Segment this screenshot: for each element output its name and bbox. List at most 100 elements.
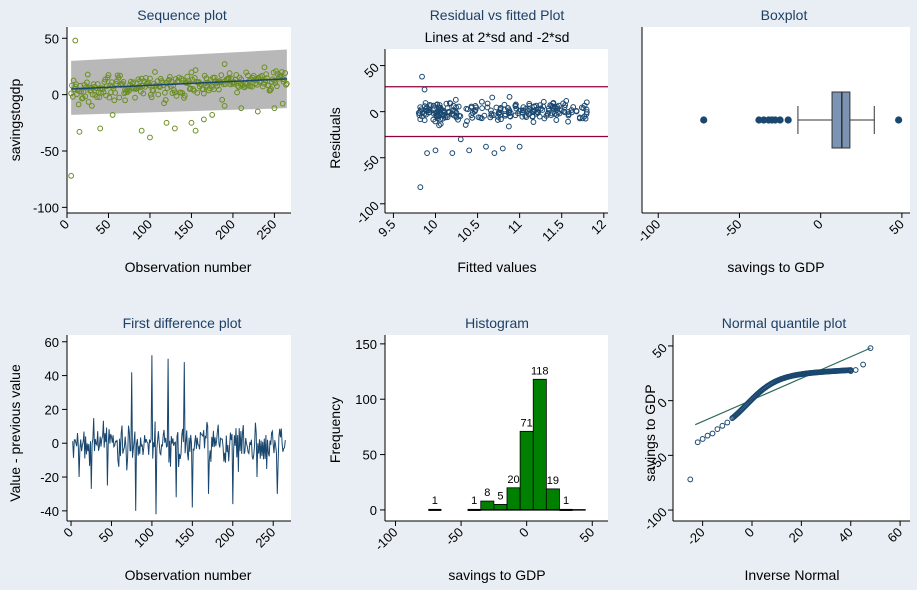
histogram-bar-label: 1 [471,495,477,507]
residual-point [435,112,442,119]
residual-plot-subtitle: Lines at 2*sd and -2*sd [425,29,570,45]
residual-point [507,109,514,116]
sequence-point [103,83,110,90]
sequence-point [211,74,218,81]
residual-point [449,150,456,157]
residual-point [421,86,428,93]
residual-point [519,109,526,116]
residual-point [540,98,547,105]
histogram-ytick-label: 100 [355,392,377,407]
sequence-point [278,69,285,75]
sequence-point [120,78,127,85]
sequence-point [169,90,176,96]
sequence-point [104,74,111,81]
box-outlier [776,116,784,124]
sequence-point [200,90,207,97]
residual-point [487,114,494,121]
sequence-point [148,94,155,101]
first-difference-ylabel: Value - previous value [7,364,23,502]
residual-point [548,102,555,109]
quantile-point [719,422,726,429]
sequence-point [68,172,75,179]
boxplot-data [700,91,903,149]
quantile-point [714,426,721,432]
residual-point [457,136,464,143]
residual-point [417,184,424,191]
sequence-ytick-label: 50 [45,31,59,46]
quantile-point [709,430,716,437]
sequence-point [272,80,279,87]
histogram-bar [493,503,508,511]
residual-point [479,105,485,112]
residual-point [544,110,551,117]
sequence-point [124,89,131,95]
histogram-ytick-label: 50 [363,448,377,463]
residual-point [506,93,513,100]
residual-point [442,114,449,121]
residual-point [448,111,455,117]
sequence-point [89,91,96,98]
histogram-ylabel: Frequency [327,397,343,463]
residual-point [538,105,544,112]
box-iqr [831,91,851,149]
first-difference-xlabel: Observation number [125,567,252,583]
quantile-point [867,345,874,352]
residual-point [462,122,469,128]
residual-point [519,107,526,114]
quantile-plot-title: Normal quantile plot [722,315,847,331]
sequence-point [194,89,201,96]
quantile-point [852,367,859,373]
sequence-point [226,70,233,77]
quantile-point [694,439,701,446]
sequence-fit-line [71,78,287,90]
residual-point [456,112,463,119]
sequence-point [261,64,268,71]
sequence-plot-ylabel: savingstogdp [7,79,23,162]
sequence-point [97,125,104,132]
boxplot-xlabel: savings to GDP [727,259,824,275]
sequence-point [264,75,270,82]
quantile-point [724,419,731,426]
histogram-xlabel: savings to GDP [448,567,545,583]
sequence-point [76,128,83,135]
residual-point [519,113,526,120]
histogram-title: Histogram [465,315,529,331]
residual-point [423,111,429,118]
sequence-point [111,97,118,104]
quantile-point [687,476,694,483]
residual-plot-xlabel: Fitted values [457,259,536,275]
sequence-point [243,69,250,76]
sequence-point [173,93,180,99]
panel-first-difference-plot: First difference plot 0 50 100 150 200 250604… [7,315,291,583]
residual-point [484,100,491,107]
first-difference-ytick-label: 60 [45,335,59,350]
residual-point [419,73,425,80]
sequence-point [84,71,91,78]
sequence-point [85,99,92,105]
histogram-bar [545,488,560,511]
quantile-reference-line [694,347,871,426]
residual-point [553,117,560,123]
residual-point [452,108,459,115]
quantile-point [704,432,711,439]
histogram-ytick-label: 150 [355,337,377,352]
residual-point [536,113,543,120]
first-difference-area [67,335,291,521]
histogram-bar-label: 5 [497,490,503,502]
residual-point [421,103,428,109]
sequence-point [88,103,95,109]
residual-plot-data [385,73,608,191]
sequence-point [122,97,128,104]
sequence-point [147,134,153,141]
residual-point [472,107,479,114]
sequence-point [152,69,158,75]
sequence-point [249,83,255,90]
sequence-point [221,61,228,67]
residual-point [530,119,537,125]
histogram-bar-label: 8 [484,487,490,499]
panel-sequence-plot: Sequence plot 0 50 100 150 200 250500-50-100 … [7,7,291,275]
histogram-bar [519,430,534,511]
sequence-point [138,127,145,134]
histogram-bar-label: 19 [547,475,559,487]
